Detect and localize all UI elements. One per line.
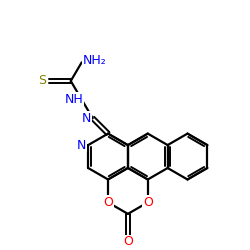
Text: O: O xyxy=(103,196,113,209)
Text: O: O xyxy=(123,235,133,248)
Text: N: N xyxy=(76,138,86,151)
Text: NH₂: NH₂ xyxy=(83,54,106,67)
Text: N: N xyxy=(82,112,92,125)
Text: O: O xyxy=(143,196,153,209)
Text: S: S xyxy=(38,74,46,88)
Text: NH: NH xyxy=(64,93,83,106)
